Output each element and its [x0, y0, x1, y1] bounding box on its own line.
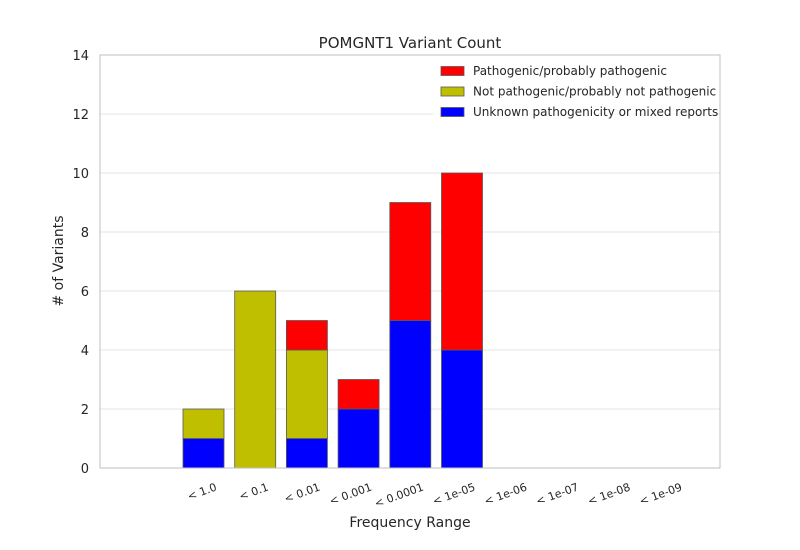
bar-segment	[234, 290, 277, 469]
bar-segment	[441, 349, 483, 469]
y-tick-label: 4	[81, 344, 89, 359]
x-axis-label: Frequency Range	[349, 515, 470, 531]
y-axis-label: # of Variants	[51, 215, 67, 306]
bar-segment	[337, 379, 380, 410]
legend-label: Pathogenic/probably pathogenic	[473, 64, 667, 78]
bar-segment	[285, 320, 328, 351]
plot-frame	[99, 54, 721, 469]
bar-segment	[285, 349, 328, 439]
legend-box	[433, 60, 715, 122]
legend: Pathogenic/probably pathogenic Not pathog…	[433, 60, 718, 122]
bar-segment	[182, 438, 225, 469]
bar-segment	[337, 408, 380, 469]
bar-segment	[389, 320, 432, 469]
y-tick-label: 10	[72, 167, 89, 182]
bar-segment	[441, 172, 483, 351]
bar-segment	[182, 408, 225, 439]
bar-segment	[285, 438, 328, 469]
y-tick-label: 14	[72, 49, 89, 64]
legend-swatch	[440, 86, 465, 97]
y-tick-label: 12	[72, 108, 89, 123]
legend-swatch	[440, 107, 465, 117]
y-tick-label: 8	[81, 226, 89, 241]
bars-group	[182, 172, 483, 469]
y-tick-label: 0	[81, 462, 89, 477]
bar-segment	[389, 202, 432, 321]
y-tick-label: 2	[81, 403, 89, 418]
legend-label: Unknown pathogenicity or mixed reports	[473, 105, 718, 119]
y-tick-label: 6	[81, 285, 89, 300]
legend-swatch	[440, 66, 465, 76]
y-tick-labels: 0 2 4 6 8 10 12 14	[72, 49, 89, 477]
legend-label: Not pathogenic/probably not pathogenic	[473, 85, 716, 99]
chart-title: POMGNT1 Variant Count	[319, 34, 502, 52]
